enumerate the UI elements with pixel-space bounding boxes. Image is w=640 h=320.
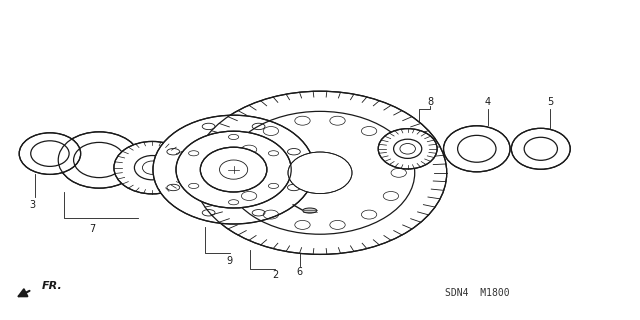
Text: 3: 3 [29,200,35,210]
Text: SDN4  M1800: SDN4 M1800 [445,288,509,298]
Text: 8: 8 [427,97,433,108]
Ellipse shape [193,91,447,254]
Text: 6: 6 [296,267,303,277]
Ellipse shape [444,126,510,172]
Text: 2: 2 [272,270,278,280]
Ellipse shape [19,133,81,174]
Text: 4: 4 [484,97,491,108]
Text: 5: 5 [547,97,554,108]
Text: 7: 7 [90,224,96,234]
Ellipse shape [288,152,352,194]
Ellipse shape [176,131,291,208]
Ellipse shape [378,129,437,169]
Text: 9: 9 [226,256,232,266]
Ellipse shape [153,115,314,224]
Ellipse shape [58,132,140,188]
Text: FR.: FR. [42,281,62,292]
Ellipse shape [114,141,191,194]
Ellipse shape [511,128,570,169]
Ellipse shape [303,208,317,213]
Ellipse shape [200,147,267,192]
